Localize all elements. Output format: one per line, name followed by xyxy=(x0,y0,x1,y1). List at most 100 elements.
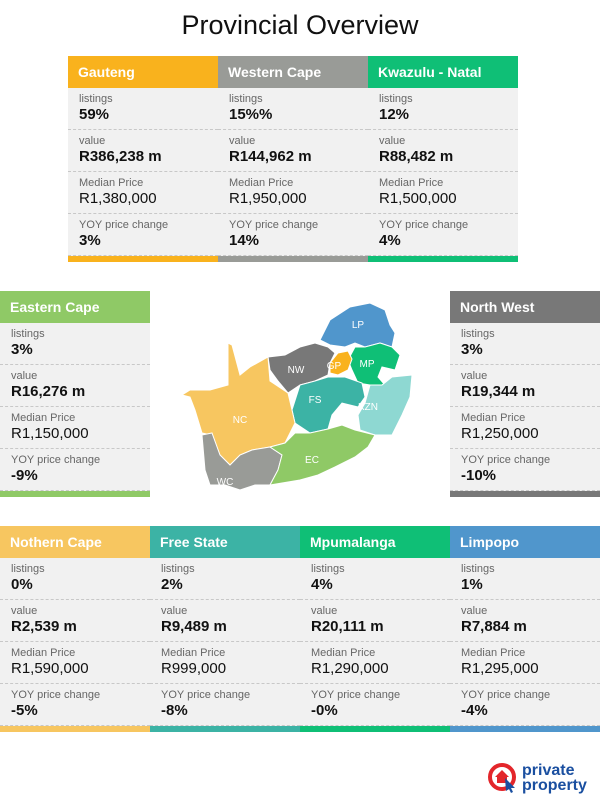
card-footer-bar xyxy=(218,256,368,262)
card-footer-bar xyxy=(368,256,518,262)
median-price-value: R1,950,000 xyxy=(229,190,307,207)
value-amount: R88,482 m xyxy=(379,148,454,165)
median-price-label: Median Price xyxy=(11,647,76,659)
value-amount: R386,238 m xyxy=(79,148,162,165)
map-label-gp: GP xyxy=(327,361,342,372)
yoy-value: -9% xyxy=(11,467,38,484)
province-card-ec: Eastern Cape listings 3% value R16,276 m… xyxy=(0,291,150,497)
listings-label: listings xyxy=(11,563,45,575)
yoy-label: YOY price change xyxy=(161,689,251,701)
yoy-label: YOY price change xyxy=(311,689,401,701)
listings-label: listings xyxy=(461,328,495,340)
map-label-mp: MP xyxy=(360,359,375,370)
median-price-section: Median Price R1,500,000 xyxy=(368,172,518,214)
value-section: value R20,111 m xyxy=(300,600,450,642)
province-card-fs: Free State listings 2% value R9,489 m Me… xyxy=(150,526,300,732)
south-africa-map: LP MP GP NW FS KZN NC EC WC xyxy=(180,302,413,491)
card-footer-bar xyxy=(68,256,218,262)
value-amount: R16,276 m xyxy=(11,383,86,400)
province-name: Kwazulu - Natal xyxy=(368,56,518,88)
card-footer-bar xyxy=(300,726,450,732)
map-region-gp[interactable] xyxy=(329,350,353,376)
listings-value: 1% xyxy=(461,576,483,593)
house-cursor-icon xyxy=(488,763,516,793)
listings-value: 2% xyxy=(161,576,183,593)
listings-label: listings xyxy=(229,93,263,105)
value-label: value xyxy=(379,135,406,147)
province-card-gp: Gauteng listings 59% value R386,238 m Me… xyxy=(68,56,218,262)
listings-label: listings xyxy=(11,328,45,340)
province-name: Eastern Cape xyxy=(0,291,150,323)
median-price-value: R1,500,000 xyxy=(379,190,457,207)
median-price-section: Median Price R1,590,000 xyxy=(0,642,150,684)
median-price-label: Median Price xyxy=(311,647,376,659)
value-amount: R19,344 m xyxy=(461,383,536,400)
private-property-logo[interactable]: private property xyxy=(488,758,593,798)
median-price-value: R1,290,000 xyxy=(311,660,389,677)
listings-section: listings 4% xyxy=(300,558,450,600)
median-price-label: Median Price xyxy=(161,647,226,659)
province-name: Gauteng xyxy=(68,56,218,88)
median-price-section: Median Price R1,950,000 xyxy=(218,172,368,214)
map-region-mp[interactable] xyxy=(347,342,401,386)
listings-value: 4% xyxy=(311,576,333,593)
province-card-lp: Limpopo listings 1% value R7,884 m Media… xyxy=(450,526,600,732)
card-footer-bar xyxy=(150,726,300,732)
listings-section: listings 59% xyxy=(68,88,218,130)
map-region-lp[interactable] xyxy=(319,302,396,348)
median-price-value: R999,000 xyxy=(161,660,227,677)
value-amount: R9,489 m xyxy=(161,618,227,635)
province-card-nw: North West listings 3% value R19,344 m M… xyxy=(450,291,600,497)
listings-value: 12% xyxy=(379,106,410,123)
value-label: value xyxy=(461,605,488,617)
card-footer-bar xyxy=(0,726,150,732)
yoy-value: 14% xyxy=(229,232,260,249)
map-label-nw: NW xyxy=(288,365,305,376)
listings-value: 59% xyxy=(79,106,110,123)
listings-section: listings 15%% xyxy=(218,88,368,130)
value-section: value R88,482 m xyxy=(368,130,518,172)
median-price-label: Median Price xyxy=(461,647,526,659)
map-label-fs: FS xyxy=(309,395,322,406)
value-amount: R20,111 m xyxy=(311,618,384,635)
median-price-label: Median Price xyxy=(79,177,144,189)
yoy-value: 4% xyxy=(379,232,401,249)
value-section: value R386,238 m xyxy=(68,130,218,172)
value-label: value xyxy=(229,135,256,147)
province-card-nc: Nothern Cape listings 0% value R2,539 m … xyxy=(0,526,150,732)
yoy-label: YOY price change xyxy=(229,219,319,231)
value-label: value xyxy=(311,605,338,617)
yoy-label: YOY price change xyxy=(461,454,551,466)
province-name: Nothern Cape xyxy=(0,526,150,558)
yoy-value: -5% xyxy=(11,702,38,719)
listings-section: listings 3% xyxy=(450,323,600,365)
yoy-section: YOY price change -9% xyxy=(0,449,150,491)
median-price-section: Median Price R1,380,000 xyxy=(68,172,218,214)
median-price-section: Median Price R1,290,000 xyxy=(300,642,450,684)
value-section: value R2,539 m xyxy=(0,600,150,642)
value-label: value xyxy=(79,135,106,147)
map-label-kzn: KZN xyxy=(358,402,378,413)
median-price-section: Median Price R999,000 xyxy=(150,642,300,684)
map-label-ec: EC xyxy=(305,455,319,466)
listings-section: listings 1% xyxy=(450,558,600,600)
median-price-section: Median Price R1,150,000 xyxy=(0,407,150,449)
median-price-value: R1,590,000 xyxy=(11,660,89,677)
card-footer-bar xyxy=(0,491,150,497)
yoy-label: YOY price change xyxy=(11,689,101,701)
map-region-nw[interactable] xyxy=(267,342,336,394)
map-region-ec[interactable] xyxy=(268,424,376,486)
province-card-mp: Mpumalanga listings 4% value R20,111 m M… xyxy=(300,526,450,732)
median-price-value: R1,380,000 xyxy=(79,190,157,207)
median-price-label: Median Price xyxy=(461,412,526,424)
yoy-value: -10% xyxy=(461,467,497,484)
province-name: Western Cape xyxy=(218,56,368,88)
map-region-kzn[interactable] xyxy=(357,374,413,436)
map-region-fs[interactable] xyxy=(291,376,366,434)
listings-value: 3% xyxy=(11,341,33,358)
yoy-label: YOY price change xyxy=(379,219,469,231)
yoy-label: YOY price change xyxy=(79,219,169,231)
yoy-section: YOY price change -10% xyxy=(450,449,600,491)
logo-text-line1: private xyxy=(522,762,575,779)
value-label: value xyxy=(11,605,38,617)
